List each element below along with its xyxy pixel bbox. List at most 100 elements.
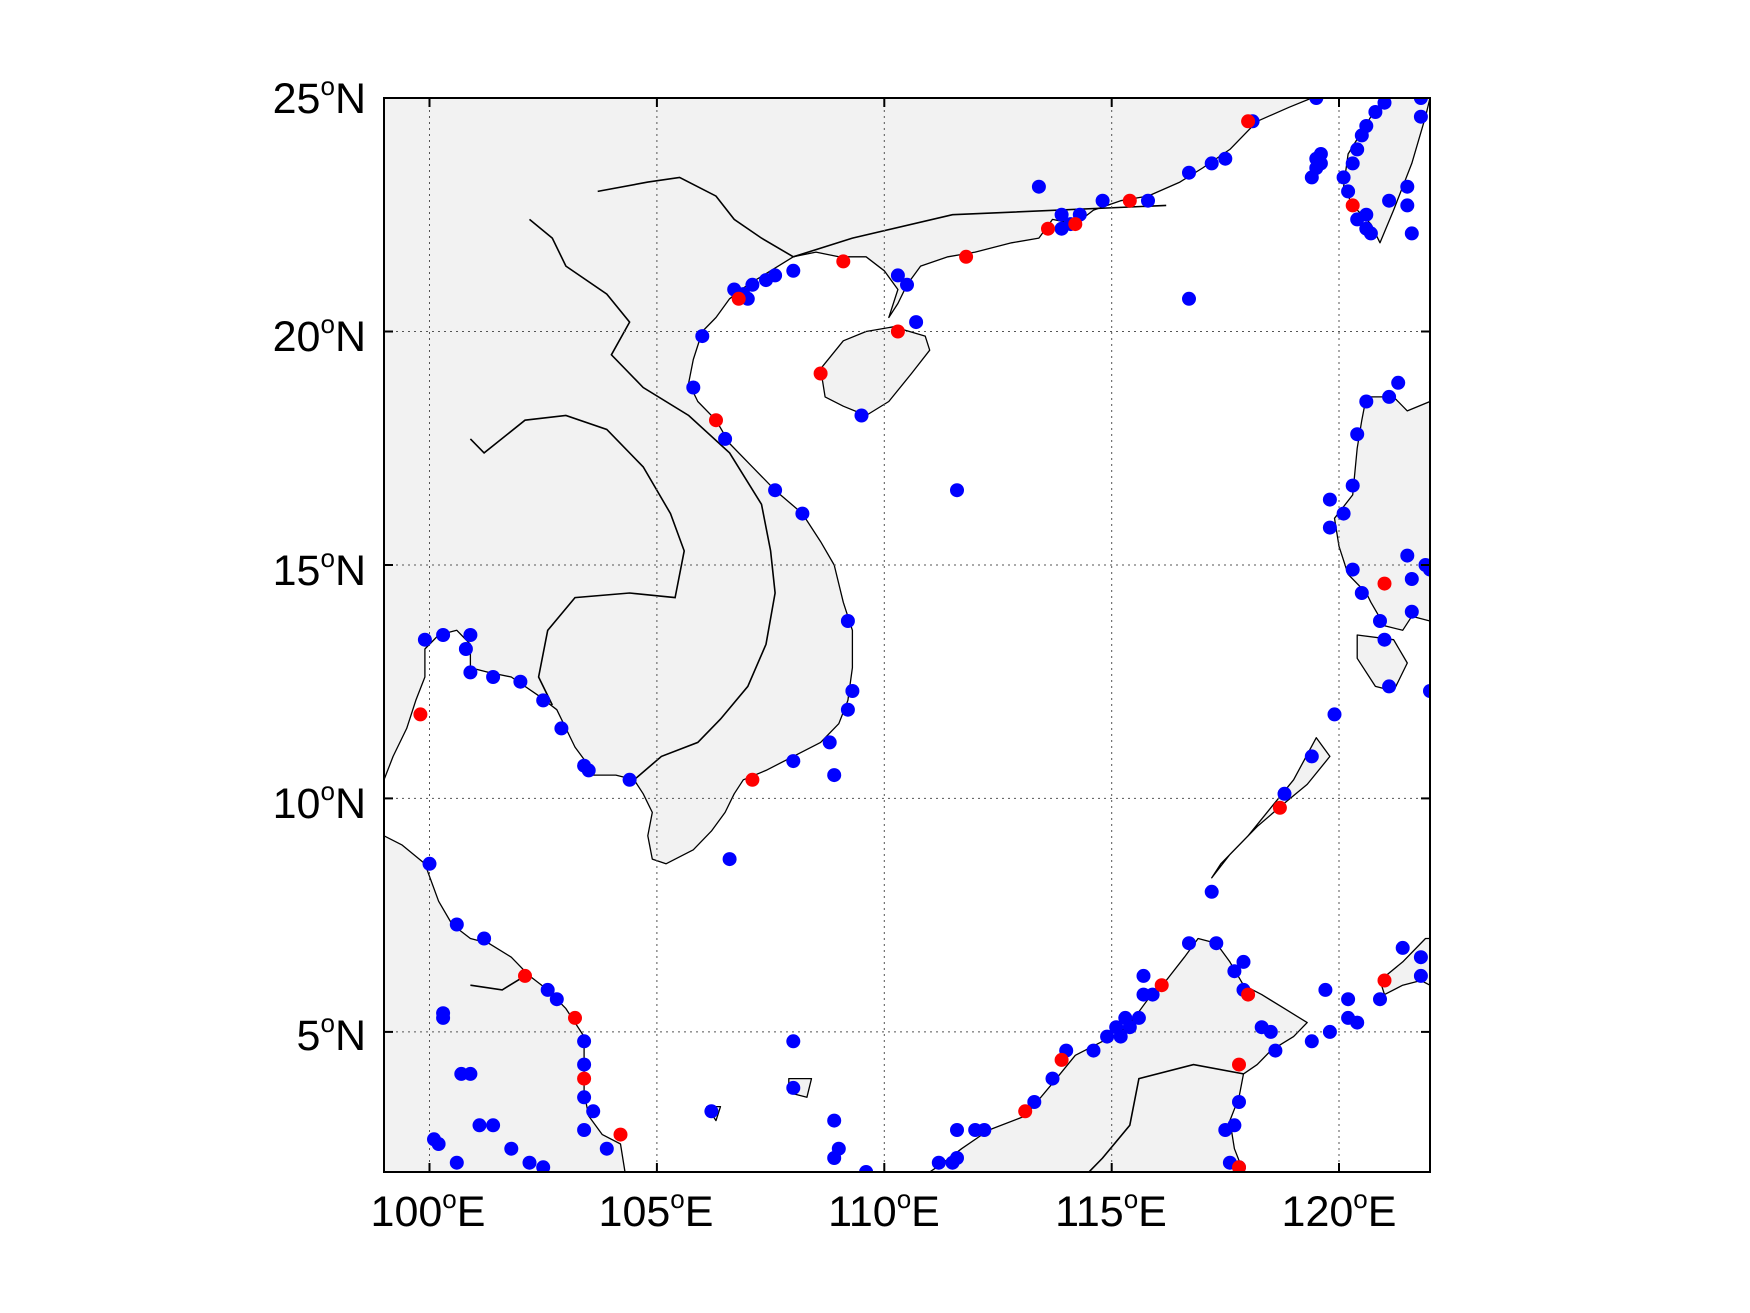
blue-station-marker	[1400, 548, 1415, 563]
blue-station-marker	[1350, 142, 1365, 157]
blue-station-marker	[577, 1034, 592, 1049]
blue-station-marker	[1304, 749, 1319, 764]
red-station-marker	[959, 249, 974, 264]
blue-station-marker	[1377, 632, 1392, 647]
blue-station-marker	[1345, 478, 1360, 493]
blue-station-marker	[1423, 562, 1430, 577]
blue-station-marker	[845, 684, 860, 698]
blue-station-marker	[786, 754, 801, 769]
blue-station-marker	[577, 1123, 592, 1137]
blue-station-marker	[1382, 389, 1397, 404]
y-tick-label: 10oN	[273, 776, 366, 828]
country-border	[469, 414, 686, 706]
blue-station-marker	[477, 931, 492, 946]
blue-station-marker	[1309, 151, 1324, 166]
red-station-marker	[1377, 973, 1392, 988]
blue-station-marker	[1136, 968, 1151, 983]
red-station-marker	[890, 324, 905, 339]
x-tick-label: 110oE	[828, 1184, 940, 1236]
blue-station-marker	[1027, 1095, 1042, 1109]
blue-station-marker	[577, 1057, 592, 1072]
blue-station-marker	[554, 721, 569, 736]
blue-station-marker	[1395, 940, 1410, 955]
red-station-marker	[1232, 1057, 1246, 1072]
blue-station-marker	[1327, 707, 1342, 722]
blue-station-marker	[622, 772, 637, 787]
x-tick-label: 120oE	[1282, 1184, 1397, 1236]
blue-station-marker	[768, 483, 783, 498]
blue-station-marker	[704, 1104, 719, 1119]
blue-station-marker	[822, 735, 837, 750]
blue-station-marker	[1218, 151, 1233, 166]
red-station-marker	[1241, 114, 1256, 129]
blue-station-marker	[581, 763, 596, 778]
red-station-marker	[568, 1010, 582, 1025]
red-station-marker	[1345, 198, 1360, 213]
red-station-marker	[613, 1127, 628, 1142]
blue-station-marker	[686, 380, 701, 395]
blue-station-marker	[1336, 506, 1351, 521]
x-tick-label: 115oE	[1055, 1184, 1167, 1236]
blue-station-marker	[1204, 884, 1219, 899]
red-station-marker	[1068, 217, 1083, 232]
x-tick-label: 105oE	[599, 1184, 714, 1236]
blue-station-marker	[577, 1090, 592, 1105]
red-station-marker	[1232, 1160, 1246, 1172]
red-station-marker	[1272, 800, 1287, 815]
country-border	[470, 975, 526, 991]
blue-station-marker	[1350, 427, 1365, 442]
red-station-marker	[577, 1071, 592, 1086]
blue-station-marker	[1377, 98, 1392, 110]
blue-station-marker	[436, 628, 451, 642]
axis-ticks	[384, 97, 1430, 1172]
blue-station-marker	[463, 665, 478, 680]
blue-station-marker	[1336, 170, 1351, 185]
blue-station-marker	[1086, 1043, 1101, 1058]
blue-station-marker	[586, 1104, 601, 1119]
blue-station-marker	[859, 1165, 874, 1172]
blue-station-marker	[786, 1034, 801, 1049]
station-markers	[413, 98, 1430, 1172]
blue-station-marker	[786, 263, 801, 278]
blue-station-marker	[1095, 193, 1110, 208]
blue-station-marker	[1304, 1034, 1319, 1049]
blue-station-marker	[1350, 1015, 1365, 1030]
blue-station-marker	[1209, 936, 1224, 951]
blue-station-marker	[827, 768, 842, 783]
blue-station-marker	[1263, 1024, 1278, 1039]
blue-station-marker	[1413, 98, 1428, 105]
blue-station-marker	[745, 277, 760, 292]
blue-station-marker	[945, 1155, 960, 1170]
red-station-marker	[813, 366, 828, 381]
blue-station-marker	[1341, 184, 1356, 199]
blue-station-marker	[722, 852, 737, 867]
blue-station-marker	[522, 1155, 537, 1170]
country-border	[597, 176, 794, 258]
blue-station-marker	[1400, 198, 1415, 213]
blue-station-marker	[1368, 105, 1383, 119]
blue-station-marker	[695, 329, 710, 344]
blue-station-marker	[436, 1010, 451, 1025]
blue-station-marker	[1400, 179, 1415, 194]
red-station-marker	[1122, 193, 1137, 208]
blue-station-marker	[931, 1155, 946, 1170]
blue-station-marker	[599, 1141, 614, 1156]
blue-station-marker	[1359, 394, 1374, 409]
landmass	[1211, 737, 1331, 879]
red-station-marker	[731, 291, 746, 306]
blue-station-marker	[1309, 98, 1324, 105]
blue-station-marker	[786, 1080, 801, 1095]
blue-station-marker	[1382, 679, 1397, 694]
blue-station-marker	[1423, 684, 1430, 698]
blue-station-marker	[1182, 291, 1196, 306]
blue-station-marker	[431, 1137, 446, 1151]
plot-frame	[383, 97, 1431, 1173]
blue-station-marker	[909, 315, 924, 330]
blue-station-marker	[1277, 786, 1292, 801]
red-station-marker	[1241, 987, 1256, 1002]
blue-station-marker	[827, 1113, 842, 1128]
blue-station-marker	[536, 693, 551, 708]
blue-station-marker	[540, 982, 555, 997]
blue-station-marker	[950, 483, 964, 498]
